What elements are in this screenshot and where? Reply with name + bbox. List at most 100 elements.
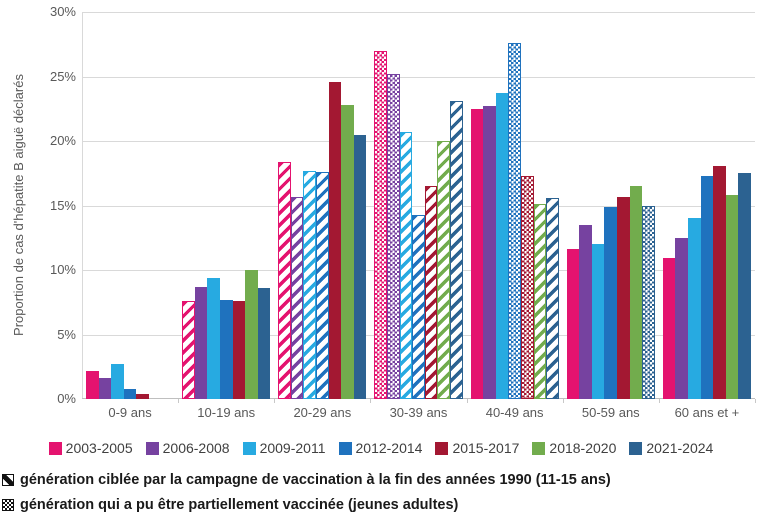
bar [303, 170, 317, 399]
legend-swatch-icon [48, 441, 62, 455]
bar [316, 172, 329, 399]
category-tick [178, 399, 180, 403]
y-tick-label: 25% [49, 68, 76, 84]
legend-swatch-icon [338, 441, 352, 455]
gridline [82, 205, 755, 207]
bar [136, 393, 149, 399]
legend-swatch-icon [532, 441, 546, 455]
bar [207, 277, 220, 399]
legend-item: 2003-2005 [48, 440, 133, 456]
bar [642, 205, 655, 399]
legend-item: 2006-2008 [145, 440, 230, 456]
bar-group [563, 12, 659, 399]
bar [566, 249, 580, 399]
legend-label: 2015-2017 [452, 440, 520, 456]
bar [629, 186, 643, 399]
legend-item: 2015-2017 [435, 440, 519, 456]
bar [387, 73, 400, 399]
x-tick-label: 40-49 ans [485, 405, 544, 420]
bar [245, 270, 258, 399]
bar [232, 301, 246, 399]
category-tick [274, 399, 276, 403]
y-tick-label: 5% [57, 326, 76, 342]
legend-label: 2006-2008 [162, 440, 230, 456]
category-tick [755, 399, 756, 403]
bar [675, 237, 689, 399]
bar [182, 301, 195, 399]
bar-group [178, 12, 274, 399]
bar [688, 218, 701, 399]
bar [194, 286, 208, 399]
legend-item: 2009-2011 [242, 440, 326, 456]
bar [257, 288, 271, 399]
bar [219, 299, 233, 399]
bar [546, 197, 559, 399]
y-tick-label: 30% [49, 4, 76, 19]
bar-group [467, 12, 563, 399]
legend-item: 2018-2020 [532, 440, 616, 456]
category-tick [562, 399, 564, 403]
x-tick-label: 0-9 ans [108, 405, 152, 420]
y-axis-title: Proportion de cas d'hépatite B aiguë déc… [11, 74, 26, 336]
legend-label: 2018-2020 [549, 440, 617, 456]
cross-hatch-icon [2, 499, 14, 511]
legend: 2003-2005 2006-2008 2009-2011 2012-2014 2015… [0, 440, 762, 456]
bar [412, 214, 425, 399]
bar-group [82, 12, 178, 399]
y-tick-label: 20% [49, 133, 76, 148]
bar [591, 244, 605, 399]
gridline [82, 12, 755, 13]
legend-swatch-icon [242, 441, 256, 455]
y-tick-label: 10% [49, 262, 76, 277]
bar-group [659, 12, 755, 399]
bar [713, 165, 726, 399]
legend-swatch-icon [145, 441, 159, 455]
bar [424, 186, 438, 399]
bar [508, 43, 521, 399]
bar-group [274, 12, 370, 399]
bar [579, 224, 592, 399]
legend-label: 2021-2024 [646, 440, 714, 456]
legend-swatch-icon [629, 441, 643, 455]
category-tick [370, 399, 372, 403]
y-tick-label: 15% [49, 197, 76, 213]
x-tick-label: 10-19 ans [197, 405, 256, 420]
bar [700, 175, 714, 399]
bar [520, 175, 534, 399]
bar [604, 206, 618, 399]
bar [353, 134, 367, 399]
category-tick [658, 399, 660, 403]
bar [470, 108, 484, 399]
y-tick-label: 0% [57, 391, 76, 406]
bar [341, 104, 354, 399]
bar [738, 173, 751, 399]
bar [328, 81, 342, 399]
x-tick-label: 30-39 ans [389, 405, 448, 420]
bar [449, 101, 463, 399]
legend-item: 2012-2014 [338, 440, 423, 456]
x-tick-label: 60 ans et + [674, 405, 740, 420]
bar [533, 204, 547, 399]
bar [278, 161, 291, 399]
bar [495, 93, 509, 399]
bar [399, 132, 413, 399]
x-tick-label: 50-59 ans [581, 405, 640, 420]
gridline [82, 76, 755, 78]
bar [437, 141, 450, 399]
diagonal-hatch-icon [2, 474, 14, 486]
bar [85, 370, 99, 399]
bar [662, 258, 676, 399]
legend-label: 2012-2014 [355, 440, 423, 456]
bar [617, 196, 630, 399]
legend-label: 2009-2011 [259, 440, 326, 456]
gridline [82, 141, 755, 142]
bar [290, 196, 304, 399]
bar [123, 388, 137, 399]
footnote-vaccination-campaign: génération ciblée par la campagne de vac… [2, 472, 611, 488]
legend-swatch-icon [435, 441, 449, 455]
footnote-text: génération ciblée par la campagne de vac… [20, 472, 611, 488]
bar [725, 195, 739, 399]
plot-area [82, 12, 756, 403]
bar [483, 106, 496, 399]
